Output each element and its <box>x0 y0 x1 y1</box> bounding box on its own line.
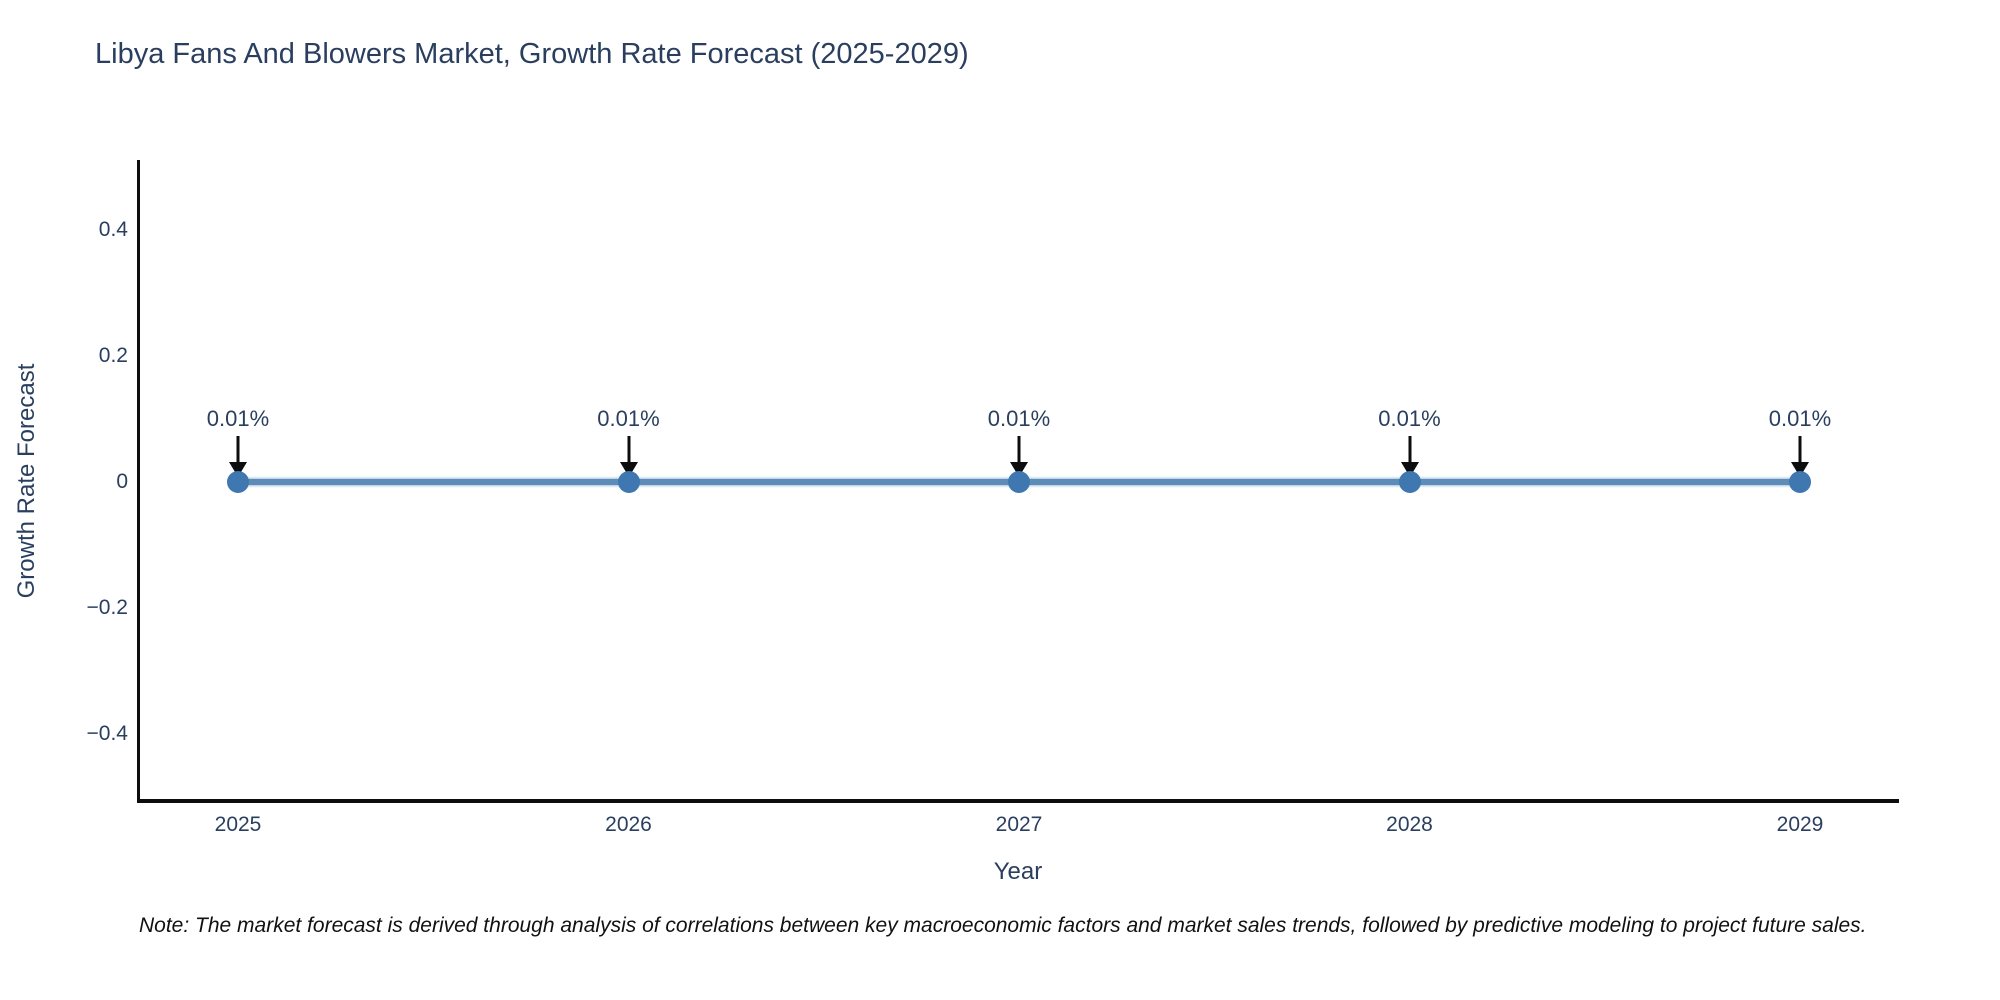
data-point-marker <box>227 470 249 493</box>
data-point-marker <box>1398 470 1421 493</box>
y-tick-label: 0.2 <box>98 344 128 367</box>
data-point-label: 0.01% <box>597 405 660 431</box>
y-tick-label: 0.4 <box>98 218 128 241</box>
annotation-arrow <box>236 435 240 463</box>
data-point-marker <box>617 470 640 493</box>
y-tick-label: −0.4 <box>86 722 128 745</box>
annotation-arrow <box>1798 435 1802 463</box>
annotation-arrow <box>1017 435 1021 463</box>
data-point-marker <box>1789 470 1811 493</box>
y-axis-title: Growth Rate Forecast <box>13 363 40 599</box>
x-axis-line <box>137 799 1899 803</box>
annotation-arrow <box>627 435 630 463</box>
y-tick-label: 0 <box>116 470 128 493</box>
data-point-label: 0.01% <box>1378 405 1441 431</box>
footnote: Note: The market forecast is derived thr… <box>139 914 1867 937</box>
x-tick-label: 2026 <box>605 813 652 836</box>
x-tick-label: 2025 <box>214 813 262 836</box>
y-axis-line <box>137 160 140 803</box>
data-point-label: 0.01% <box>987 405 1051 431</box>
data-point-label: 0.01% <box>206 405 270 431</box>
data-point-marker <box>1008 470 1030 493</box>
x-axis-title: Year <box>993 858 1043 885</box>
x-tick-label: 2028 <box>1386 813 1433 836</box>
annotation-arrow <box>1408 435 1411 463</box>
x-tick-label: 2027 <box>995 813 1043 836</box>
y-tick-label: −0.2 <box>86 596 128 619</box>
data-point-label: 0.01% <box>1768 405 1832 431</box>
x-tick-label: 2029 <box>1776 813 1824 836</box>
chart-title: Libya Fans And Blowers Market, Growth Ra… <box>95 38 969 70</box>
